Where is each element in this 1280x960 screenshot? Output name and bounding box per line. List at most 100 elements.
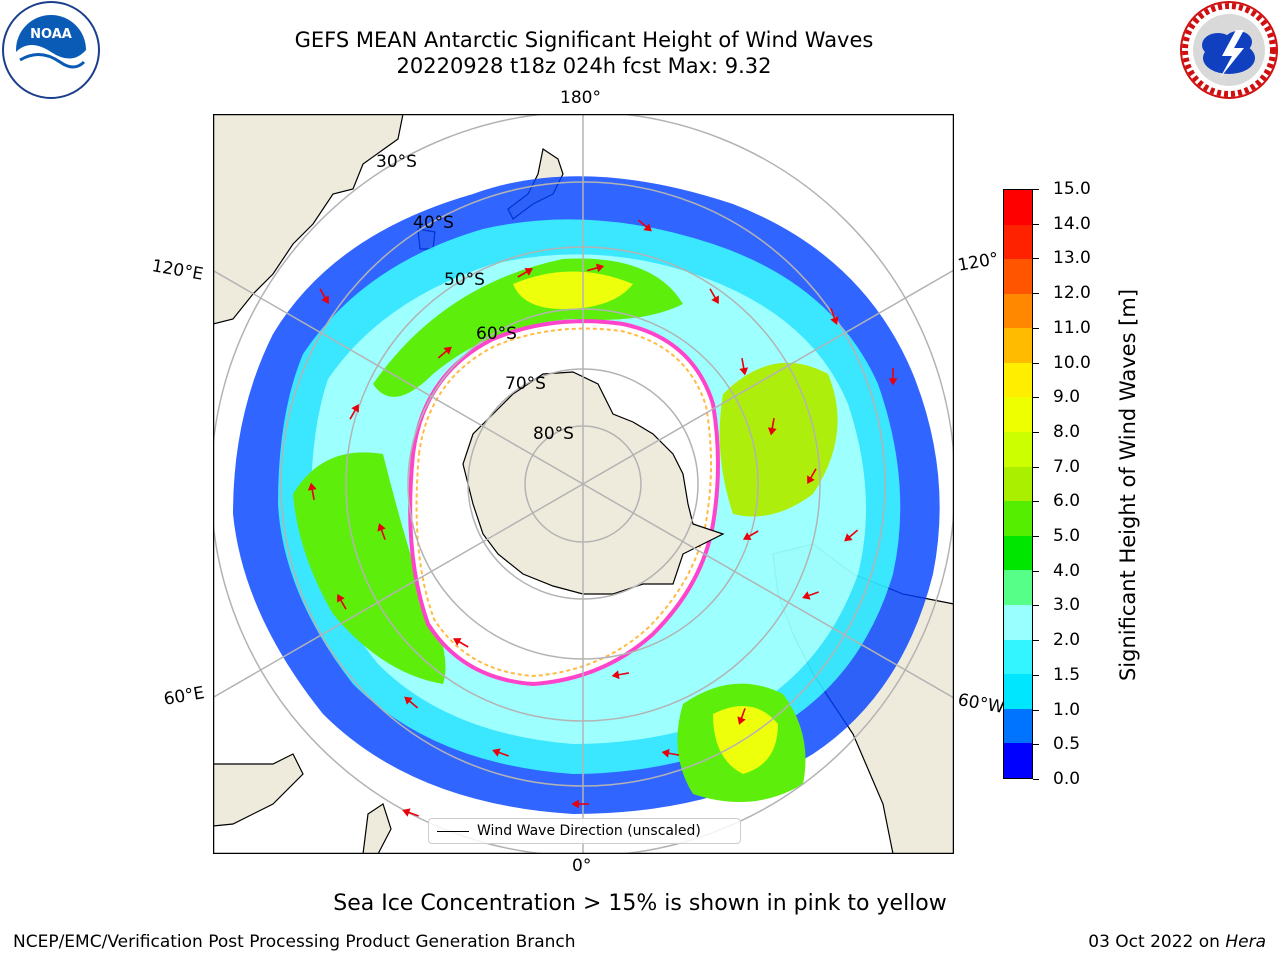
colorbar-tick-label: 3.0 <box>1053 595 1081 616</box>
colorbar-title: Significant Height of Wind Waves [m] <box>1116 288 1140 682</box>
latitude-label-70s: 70°S <box>505 374 546 394</box>
colorbar-segment <box>1004 432 1032 467</box>
longitude-label-60w: 60°W <box>956 690 1006 719</box>
noaa-logo-text: NOAA <box>30 27 72 42</box>
longitude-label-120w: 120° <box>956 249 1001 276</box>
latitude-label-80s: 80°S <box>533 424 574 444</box>
wind-arrow <box>737 708 746 725</box>
colorbar-tick <box>1033 362 1039 364</box>
colorbar-tick <box>1033 605 1039 607</box>
colorbar-segment <box>1004 189 1032 225</box>
meridian-120e-60w <box>213 269 954 699</box>
colorbar-tick <box>1033 640 1039 642</box>
colorbar-tick-label: 1.5 <box>1053 664 1081 685</box>
colorbar-tick-label: 9.0 <box>1053 387 1081 408</box>
latitude-label-60s: 60°S <box>476 324 517 344</box>
land-antarctica-top <box>462 371 725 595</box>
colorbar-tick <box>1033 570 1039 572</box>
colorbar-segment <box>1004 362 1032 398</box>
colorbar-segment <box>1004 259 1032 294</box>
wind-arrow <box>319 288 329 305</box>
colorbar-segment <box>1004 708 1032 744</box>
colorbar-tick <box>1033 223 1039 225</box>
wind-arrow <box>637 219 652 232</box>
wind-arrow <box>404 696 419 709</box>
colorbar-segment <box>1004 570 1032 606</box>
wind-arrow <box>517 268 534 278</box>
wind-arrow <box>402 808 419 817</box>
noaa-logo: NOAA <box>2 1 100 99</box>
colorbar-tick <box>1033 501 1039 503</box>
colorbar <box>1003 189 1033 779</box>
colorbar-tick-label: 14.0 <box>1053 213 1091 234</box>
wave-yellow-atlantic <box>713 706 778 774</box>
wind-arrow <box>830 308 839 325</box>
colorbar-tick-label: 11.0 <box>1053 317 1091 338</box>
colorbar-tick-label: 10.0 <box>1053 352 1091 373</box>
colorbar-tick-label: 4.0 <box>1053 560 1081 581</box>
nws-logo <box>1180 1 1278 99</box>
colorbar-segment <box>1004 639 1032 675</box>
land-madagascar <box>362 803 392 854</box>
colorbar-tick-label: 15.0 <box>1053 179 1091 199</box>
wind-arrow <box>802 591 819 600</box>
chart-title: GEFS MEAN Antarctic Significant Height o… <box>294 28 874 52</box>
sea-ice-note: Sea Ice Concentration > 15% is shown in … <box>333 891 947 916</box>
wind-arrow <box>571 799 589 809</box>
wind-arrow <box>709 288 719 305</box>
colorbar-segment <box>1004 501 1032 536</box>
colorbar-tick <box>1033 431 1039 433</box>
colorbar-tick <box>1033 744 1039 746</box>
wind-arrow <box>661 748 680 758</box>
wind-wave-arrows <box>307 219 898 817</box>
land-africa <box>213 753 304 827</box>
wind-arrow <box>492 748 509 757</box>
sea-ice-edge <box>408 319 720 687</box>
wind-arrow <box>437 346 452 359</box>
longitude-label-120e: 120°E <box>150 256 205 285</box>
colorbar-tick <box>1033 674 1039 676</box>
graticule <box>213 114 954 854</box>
longitude-label-0: 0° <box>572 856 592 876</box>
colorbar-segment <box>1004 224 1032 260</box>
colorbar-tick-label: 12.0 <box>1053 283 1091 304</box>
wave-green-indian <box>293 452 446 684</box>
colorbar-tick-label: 2.0 <box>1053 630 1081 651</box>
footer-date-text: 03 Oct 2022 on <box>1088 932 1226 952</box>
colorbar-segment <box>1004 328 1032 363</box>
wind-arrow <box>844 529 859 542</box>
colorbar-tick-label: 5.0 <box>1053 526 1081 547</box>
footer-date: 03 Oct 2022 on Hera <box>1088 932 1266 952</box>
chart-subtitle: 20220928 t18z 024h fcst Max: 9.32 <box>396 54 772 78</box>
polar-map <box>213 114 954 854</box>
colorbar-tick-label: 7.0 <box>1053 456 1081 477</box>
wind-arrow <box>767 417 777 436</box>
colorbar-tick <box>1033 189 1039 190</box>
colorbar-segment <box>1004 743 1032 778</box>
colorbar-tick-label: 0.0 <box>1053 769 1081 789</box>
wind-arrow <box>739 357 749 376</box>
legend-label: Wind Wave Direction (unscaled) <box>477 823 701 839</box>
wind-arrow <box>349 403 359 420</box>
latitude-label-40s: 40°S <box>413 213 454 233</box>
colorbar-tick-label: 6.0 <box>1053 491 1081 512</box>
colorbar-tick-label: 8.0 <box>1053 421 1081 442</box>
map-legend: Wind Wave Direction (unscaled) <box>428 818 741 844</box>
wind-arrow <box>307 482 317 501</box>
wind-arrow <box>807 468 817 485</box>
latitude-label-50s: 50°S <box>444 270 485 290</box>
wind-arrow <box>337 593 347 610</box>
wind-arrow <box>586 263 605 273</box>
colorbar-tick <box>1033 779 1039 780</box>
wind-arrow <box>742 530 759 540</box>
colorbar-segment <box>1004 466 1032 502</box>
footer-machine: Hera <box>1225 932 1266 952</box>
footer-credit: NCEP/EMC/Verification Post Processing Pr… <box>13 932 576 952</box>
longitude-label-60e: 60°E <box>162 683 206 710</box>
colorbar-tick <box>1033 293 1039 295</box>
colorbar-tick <box>1033 327 1039 329</box>
longitude-label-180: 180° <box>560 88 601 108</box>
wind-arrow <box>611 670 630 680</box>
colorbar-segment <box>1004 397 1032 433</box>
colorbar-tick <box>1033 258 1039 260</box>
